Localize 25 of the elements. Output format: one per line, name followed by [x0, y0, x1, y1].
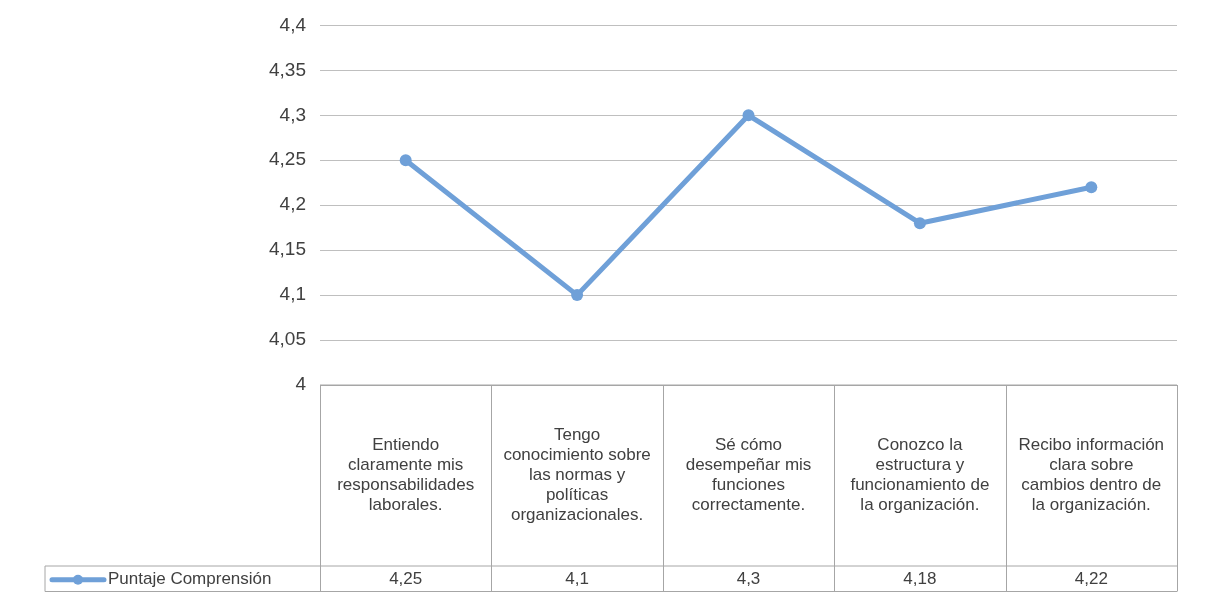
x-tick-label: Entiendo claramente mis responsabilidades laborales.: [337, 435, 475, 515]
y-tick-label: 4,05: [269, 328, 306, 350]
data-label: 4,22: [1074, 569, 1108, 589]
y-tick-label: 4,2: [279, 193, 306, 215]
x-tick-label: Recibo información clara sobre cambios dentro de la organización.: [1018, 435, 1165, 515]
y-tick-label: 4,1: [279, 283, 306, 305]
data-label: 4,3: [736, 569, 761, 589]
point: [399, 154, 412, 167]
x-tick-label: Tengo conocimiento sobre las normas y políticas organizacionales.: [503, 425, 651, 525]
data-label: 4,1: [565, 569, 589, 589]
x-tick-label: Conozco la estructura y funcionamiento de la organización.: [850, 435, 990, 515]
y-tick-label: 4,35: [269, 58, 306, 80]
y-tick-label: 4,15: [269, 238, 306, 260]
y-tick-label: 4,4: [279, 13, 307, 35]
data-label: 4,18: [903, 569, 937, 589]
y-tick-label: 4,3: [279, 103, 306, 125]
y-tick-label: 4: [295, 373, 307, 395]
data-label: 4,25: [389, 569, 423, 589]
point: [1085, 181, 1098, 194]
legend-label: Puntaje Comprensión: [108, 569, 272, 589]
point: [913, 217, 926, 230]
point: [742, 109, 755, 122]
y-tick-label: 4,25: [269, 148, 306, 170]
x-tick-label: Sé cómo desempeñar mis funciones correctamente.: [685, 435, 812, 515]
point: [571, 289, 584, 302]
